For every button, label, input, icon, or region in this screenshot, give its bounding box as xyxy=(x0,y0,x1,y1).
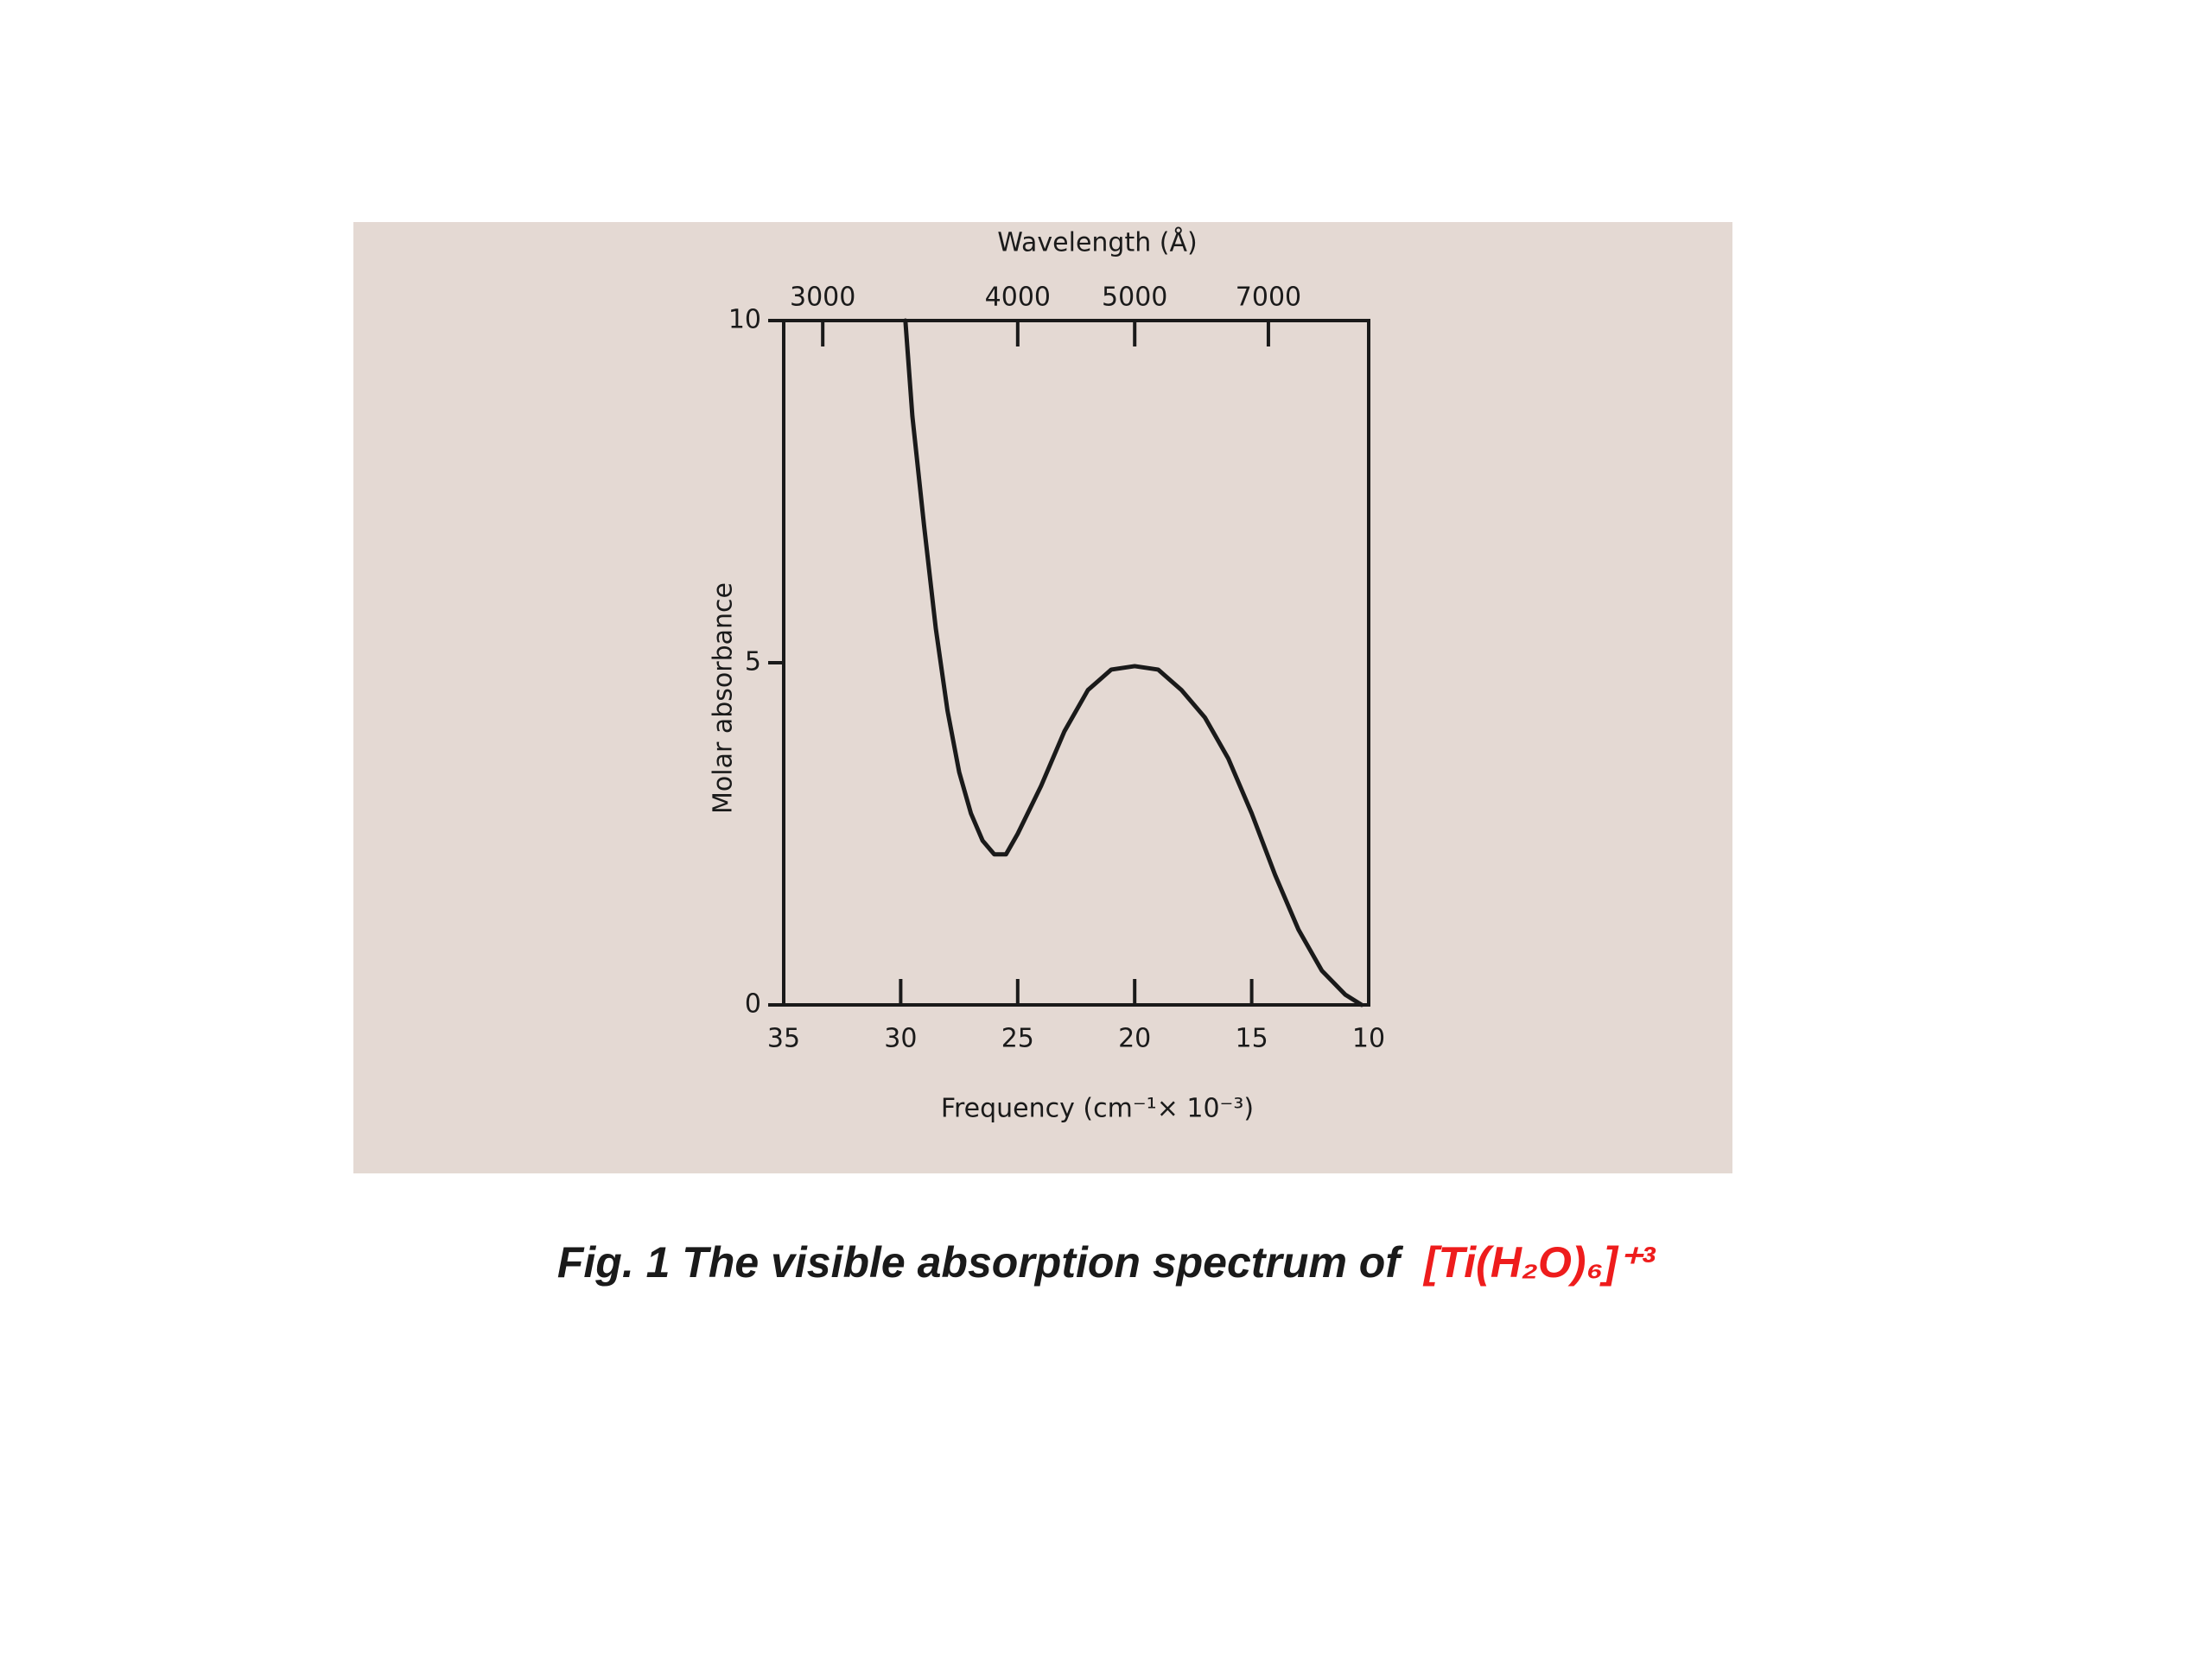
x-tick-label: 15 xyxy=(1236,1024,1268,1054)
x-tick-label: 20 xyxy=(1118,1024,1151,1054)
x2-tick-label: 5000 xyxy=(1102,283,1167,313)
y-tick-label: 10 xyxy=(728,305,761,335)
x-tick-label: 30 xyxy=(884,1024,917,1054)
y-tick-label: 5 xyxy=(745,647,761,677)
y-tick-label: 0 xyxy=(745,989,761,1020)
x-tick-label: 10 xyxy=(1352,1024,1385,1054)
spectrum-line xyxy=(903,318,1364,1007)
scan-background xyxy=(353,222,1732,1173)
x2-tick-label: 4000 xyxy=(985,283,1051,313)
x-axis-label: Frequency (cm⁻¹× 10⁻³) xyxy=(941,1094,1254,1124)
x-tick-label: 35 xyxy=(767,1024,800,1054)
caption-formula: [Ti(H₂O)₆]⁺³ xyxy=(1422,1238,1656,1287)
x2-tick-label: 3000 xyxy=(790,283,855,313)
x-tick-label: 25 xyxy=(1001,1024,1034,1054)
x2-tick-label: 7000 xyxy=(1236,283,1301,313)
x2-axis-label: Wavelength (Å) xyxy=(997,227,1197,258)
y-axis-label: Molar absorbance xyxy=(709,582,739,814)
caption-text: Fig. 1 The visible absorption spectrum o… xyxy=(557,1238,1403,1287)
